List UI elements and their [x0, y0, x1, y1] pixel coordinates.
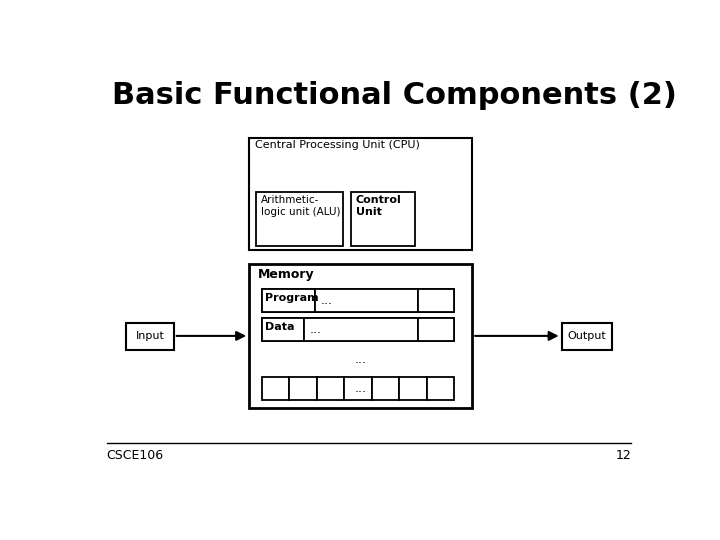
FancyBboxPatch shape	[418, 319, 454, 341]
Text: Program: Program	[265, 293, 318, 302]
FancyBboxPatch shape	[400, 377, 427, 400]
Text: Input: Input	[135, 331, 164, 341]
Text: ...: ...	[355, 353, 366, 366]
Text: ...: ...	[320, 294, 333, 307]
Text: ...: ...	[355, 382, 366, 395]
Text: Output: Output	[567, 331, 606, 341]
FancyBboxPatch shape	[344, 377, 372, 400]
FancyBboxPatch shape	[126, 322, 174, 349]
FancyBboxPatch shape	[256, 192, 343, 246]
FancyBboxPatch shape	[262, 319, 454, 341]
FancyBboxPatch shape	[249, 265, 472, 408]
Text: Central Processing Unit (CPU): Central Processing Unit (CPU)	[255, 140, 420, 150]
FancyBboxPatch shape	[289, 377, 317, 400]
Text: Arithmetic-
logic unit (ALU): Arithmetic- logic unit (ALU)	[261, 195, 341, 217]
FancyBboxPatch shape	[372, 377, 400, 400]
FancyBboxPatch shape	[315, 289, 418, 312]
FancyBboxPatch shape	[262, 319, 304, 341]
Text: Control
Unit: Control Unit	[356, 195, 401, 217]
FancyBboxPatch shape	[262, 289, 315, 312]
FancyBboxPatch shape	[562, 322, 612, 349]
FancyBboxPatch shape	[427, 377, 454, 400]
FancyBboxPatch shape	[351, 192, 415, 246]
FancyBboxPatch shape	[418, 289, 454, 312]
Text: CSCE106: CSCE106	[107, 449, 164, 462]
FancyBboxPatch shape	[262, 377, 289, 400]
FancyBboxPatch shape	[249, 138, 472, 250]
Text: Memory: Memory	[258, 268, 314, 281]
FancyBboxPatch shape	[317, 377, 344, 400]
Text: Basic Functional Components (2): Basic Functional Components (2)	[112, 82, 678, 111]
Text: Data: Data	[265, 322, 294, 332]
Text: 12: 12	[616, 449, 631, 462]
FancyBboxPatch shape	[304, 319, 418, 341]
FancyBboxPatch shape	[262, 289, 454, 312]
Text: ...: ...	[310, 323, 321, 336]
